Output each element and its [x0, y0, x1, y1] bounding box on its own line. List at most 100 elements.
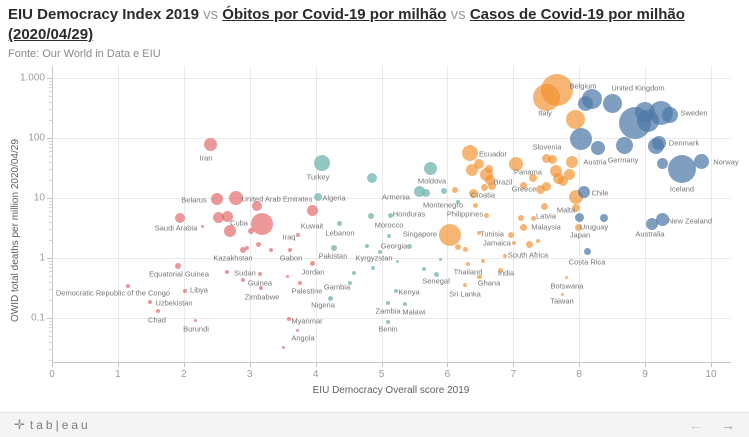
bubble[interactable] [484, 165, 493, 174]
bubble-zambia[interactable] [386, 300, 391, 305]
bubble[interactable] [456, 200, 460, 204]
bubble[interactable] [258, 272, 263, 277]
bubble[interactable] [502, 253, 507, 258]
bubble[interactable] [577, 95, 593, 111]
bubble[interactable] [477, 231, 482, 236]
bubble-brazil[interactable] [485, 174, 496, 185]
bubble-greece[interactable] [536, 185, 546, 195]
bubble-germany[interactable] [615, 136, 633, 154]
bubble[interactable] [255, 242, 261, 248]
bubble-palestine[interactable] [297, 281, 302, 286]
bubble-jordan[interactable] [310, 260, 316, 266]
bubble[interactable] [635, 102, 656, 123]
bubble-lebanon[interactable] [337, 221, 343, 227]
bubble[interactable] [557, 176, 568, 187]
bubble-morocco[interactable] [367, 213, 374, 220]
bubble-botswana[interactable] [565, 275, 569, 279]
bubble-zimbabwe[interactable] [259, 286, 263, 290]
bubble[interactable] [541, 182, 551, 192]
bubble-georgia[interactable] [406, 243, 412, 249]
bubble-senegal[interactable] [433, 271, 439, 277]
bubble-united-arab-emirates[interactable] [228, 191, 243, 205]
title-segment[interactable]: Casos de Covid-19 por milhão [469, 6, 685, 23]
bubble[interactable] [365, 244, 369, 249]
bubble-sri-lanka[interactable] [463, 283, 468, 288]
title-segment[interactable]: (2020/04/29) [8, 26, 94, 43]
bubble[interactable] [469, 188, 479, 198]
bubble-philippines[interactable] [483, 212, 489, 218]
bubble[interactable] [268, 247, 273, 252]
bubble[interactable] [488, 181, 497, 190]
bubble[interactable] [473, 203, 479, 209]
bubble[interactable] [200, 225, 204, 229]
bubble-sweden[interactable] [662, 107, 679, 124]
next-arrow[interactable]: → [721, 417, 735, 433]
bubble-belarus[interactable] [210, 193, 223, 206]
bubble[interactable] [574, 212, 584, 222]
bubble-moldova[interactable] [424, 162, 438, 176]
bubble[interactable] [529, 174, 538, 183]
bubble-pakistan[interactable] [331, 244, 338, 251]
bubble-ecuador[interactable] [461, 144, 478, 161]
bubble[interactable] [281, 346, 285, 350]
bubble-new-zealand[interactable] [656, 213, 670, 227]
prev-arrow[interactable]: ← [689, 417, 703, 433]
bubble-turkey[interactable] [314, 155, 331, 172]
bubble[interactable] [421, 266, 426, 271]
bubble-iceland[interactable] [668, 155, 696, 184]
bubble-uzbekistan[interactable] [148, 299, 153, 304]
bubble-austria[interactable] [590, 141, 605, 156]
bubble[interactable] [251, 212, 274, 235]
bubble[interactable] [535, 239, 540, 243]
bubble-slovenia[interactable] [541, 153, 551, 163]
bubble[interactable] [370, 266, 375, 271]
bubble[interactable] [570, 128, 593, 151]
bubble-kuwait[interactable] [307, 205, 319, 217]
bubble-myanmar[interactable] [287, 317, 292, 321]
bubble-democratic-republic-of-the-congo[interactable] [125, 284, 130, 288]
bubble-guinea[interactable] [241, 277, 246, 282]
bubble-uruguay[interactable] [600, 214, 609, 223]
tableau-logo[interactable]: ✛ tab|eau [14, 417, 91, 433]
bubble[interactable] [213, 211, 225, 223]
bubble-chad[interactable] [156, 309, 161, 314]
bubble[interactable] [351, 271, 356, 276]
bubble[interactable] [251, 200, 262, 211]
bubble[interactable] [452, 186, 459, 193]
bubble[interactable] [530, 216, 536, 222]
bubble-ghana[interactable] [477, 274, 482, 280]
bubble-costa-rica[interactable] [584, 248, 592, 256]
bubble[interactable] [396, 259, 400, 263]
bubble-gabon[interactable] [287, 247, 292, 252]
bubble[interactable] [547, 155, 557, 165]
bubble-malaysia[interactable] [520, 224, 528, 232]
bubble-benin[interactable] [386, 320, 390, 324]
bubble[interactable] [248, 228, 255, 235]
bubble-taiwan[interactable] [560, 292, 564, 296]
bubble[interactable] [520, 182, 528, 190]
bubble-kazakhstan[interactable] [240, 246, 247, 253]
bubble[interactable] [223, 225, 236, 238]
bubble-montenegro[interactable] [441, 188, 448, 195]
bubble-burundi[interactable] [193, 318, 197, 322]
bubble-jamaica[interactable] [511, 240, 516, 245]
bubble-saudi-arabia[interactable] [174, 213, 185, 224]
bubble-iran[interactable] [203, 137, 217, 151]
bubble-malawi[interactable] [403, 302, 408, 307]
bubble[interactable] [454, 243, 461, 250]
bubble-united-kingdom[interactable] [603, 93, 623, 113]
bubble-chile[interactable] [577, 185, 590, 198]
bubble-iraq[interactable] [296, 233, 300, 237]
bubble-libya[interactable] [183, 289, 187, 293]
bubble-tunisia[interactable] [508, 232, 515, 239]
bubble-armenia[interactable] [413, 186, 425, 198]
bubble[interactable] [245, 245, 250, 250]
bubble-algeria[interactable] [314, 192, 323, 201]
bubble-denmark[interactable] [651, 136, 666, 151]
bubble[interactable] [480, 259, 485, 264]
bubble-italy[interactable] [532, 83, 560, 111]
bubble[interactable] [656, 157, 668, 169]
bubble-croatia[interactable] [480, 184, 488, 192]
bubble-south-africa[interactable] [525, 241, 533, 249]
bubble[interactable] [422, 189, 431, 198]
